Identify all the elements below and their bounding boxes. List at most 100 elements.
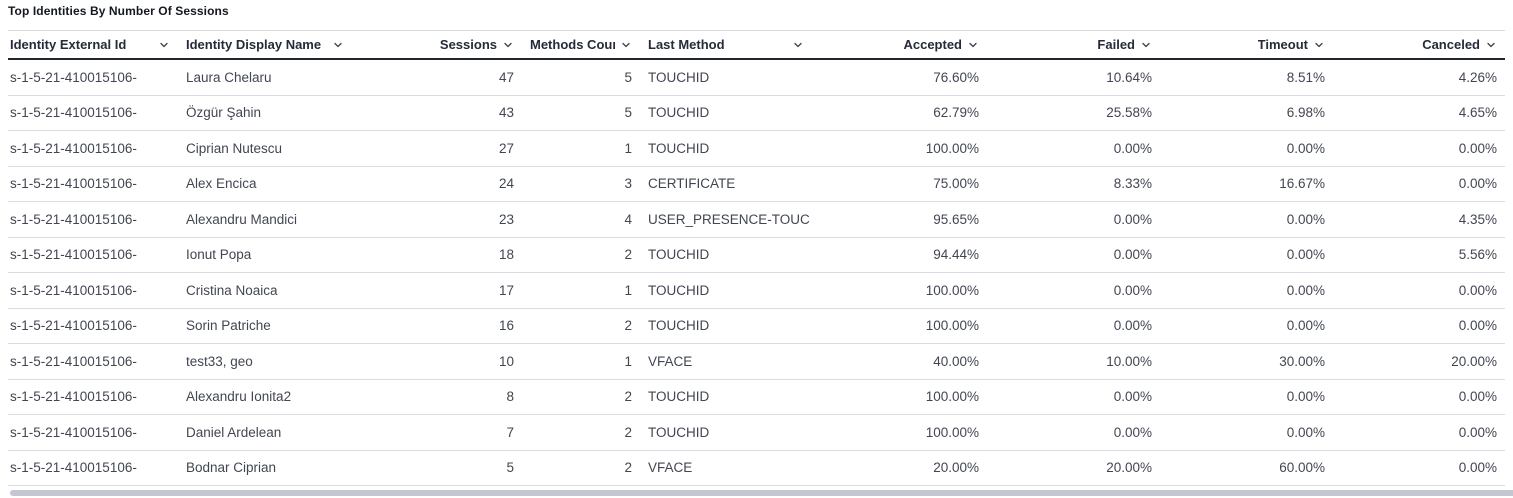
chevron-down-icon	[1140, 39, 1152, 51]
cell-canceled: 0.00%	[1333, 272, 1505, 309]
cell-identity-display-name: Laura Chelaru	[178, 59, 352, 96]
column-header-accepted[interactable]: Accepted	[812, 30, 987, 60]
chevron-down-icon	[967, 39, 979, 51]
cell-identity-display-name: Alexandru Mandici	[178, 201, 352, 238]
chevron-down-icon	[792, 39, 804, 51]
cell-methods-count: 1	[522, 272, 640, 309]
chevron-down-icon	[502, 39, 514, 51]
cell-canceled: 0.00%	[1333, 414, 1505, 451]
cell-canceled: 20.00%	[1333, 343, 1505, 380]
chevron-down-icon	[1313, 39, 1325, 51]
column-header-label: Identity Display Name	[186, 37, 322, 52]
cell-last-method: VFACE	[640, 343, 812, 380]
table-row: s-1-5-21-410015106- Cristina Noaica 17 1 TOU…	[8, 272, 1505, 309]
table-row: s-1-5-21-410015106- Alexandru Ionita2 8 2 TO…	[8, 379, 1505, 415]
cell-identity-display-name: Bodnar Ciprian	[178, 450, 352, 486]
column-header-sessions[interactable]: Sessions	[352, 30, 522, 60]
cell-identity-external-id: s-1-5-21-410015106-	[8, 379, 178, 415]
chevron-down-icon	[1485, 39, 1497, 51]
cell-sessions: 10	[352, 343, 522, 380]
cell-accepted: 95.65%	[812, 201, 987, 238]
cell-identity-display-name: Alex Encica	[178, 166, 352, 202]
column-header-last-method[interactable]: Last Method	[640, 30, 812, 60]
cell-failed: 0.00%	[987, 237, 1160, 273]
horizontal-scrollbar-thumb[interactable]	[10, 490, 1513, 496]
cell-failed: 10.64%	[987, 59, 1160, 96]
column-header-content: Methods Count	[530, 37, 632, 52]
cell-timeout: 60.00%	[1160, 450, 1333, 486]
cell-sessions: 47	[352, 59, 522, 96]
cell-accepted: 76.60%	[812, 59, 987, 96]
cell-failed: 10.00%	[987, 343, 1160, 380]
cell-identity-display-name: Ionut Popa	[178, 237, 352, 273]
cell-sessions: 16	[352, 308, 522, 344]
cell-canceled: 5.56%	[1333, 237, 1505, 273]
cell-identity-display-name: Sorin Patriche	[178, 308, 352, 344]
cell-identity-display-name: Alexandru Ionita2	[178, 379, 352, 415]
column-header-label: Accepted	[903, 37, 962, 52]
column-header-content: Failed	[995, 37, 1152, 52]
cell-last-method: TOUCHID	[640, 308, 812, 344]
cell-methods-count: 5	[522, 59, 640, 96]
cell-identity-external-id: s-1-5-21-410015106-	[8, 450, 178, 486]
cell-failed: 25.58%	[987, 95, 1160, 131]
column-header-label: Sessions	[439, 37, 497, 52]
column-header-label: Timeout	[1257, 37, 1308, 52]
cell-identity-display-name: Daniel Ardelean	[178, 414, 352, 451]
table-row: s-1-5-21-410015106- Laura Chelaru 47 5 TOUCH…	[8, 59, 1505, 96]
table-body: s-1-5-21-410015106- Laura Chelaru 47 5 TOUCH…	[8, 59, 1505, 486]
cell-methods-count: 5	[522, 95, 640, 131]
cell-accepted: 94.44%	[812, 237, 987, 273]
column-header-methods-count[interactable]: Methods Count	[522, 30, 640, 60]
cell-last-method: TOUCHID	[640, 59, 812, 96]
cell-canceled: 4.65%	[1333, 95, 1505, 131]
table-row: s-1-5-21-410015106- Özgür Şahin 43 5 TOUCHID…	[8, 95, 1505, 131]
cell-last-method: CERTIFICATE	[640, 166, 812, 202]
cell-last-method: VFACE	[640, 450, 812, 486]
column-header-content: Identity External Id	[10, 37, 170, 52]
column-header-label: Last Method	[648, 37, 725, 52]
cell-accepted: 40.00%	[812, 343, 987, 380]
cell-identity-external-id: s-1-5-21-410015106-	[8, 272, 178, 309]
widget-title: Top Identities By Number Of Sessions	[8, 4, 229, 18]
cell-sessions: 18	[352, 237, 522, 273]
cell-failed: 0.00%	[987, 308, 1160, 344]
cell-timeout: 0.00%	[1160, 237, 1333, 273]
table-header-row: Identity External Id Identity Display Nam…	[8, 30, 1505, 60]
cell-accepted: 100.00%	[812, 379, 987, 415]
cell-timeout: 30.00%	[1160, 343, 1333, 380]
cell-sessions: 43	[352, 95, 522, 131]
cell-last-method: USER_PRESENCE-TOUC	[640, 201, 812, 238]
cell-identity-display-name: Özgür Şahin	[178, 95, 352, 131]
cell-methods-count: 2	[522, 379, 640, 415]
table-row: s-1-5-21-410015106- Ciprian Nutescu 27 1 TOU…	[8, 130, 1505, 167]
column-header-identity-display-name[interactable]: Identity Display Name	[178, 30, 352, 60]
cell-accepted: 20.00%	[812, 450, 987, 486]
identities-table: Identity External Id Identity Display Nam…	[8, 30, 1505, 486]
table-row: s-1-5-21-410015106- Ionut Popa 18 2 TOUCHID 9…	[8, 237, 1505, 273]
cell-failed: 0.00%	[987, 272, 1160, 309]
cell-canceled: 4.35%	[1333, 201, 1505, 238]
cell-methods-count: 2	[522, 450, 640, 486]
cell-accepted: 62.79%	[812, 95, 987, 131]
column-header-timeout[interactable]: Timeout	[1160, 30, 1333, 60]
cell-sessions: 27	[352, 130, 522, 167]
cell-methods-count: 2	[522, 414, 640, 451]
cell-failed: 0.00%	[987, 130, 1160, 167]
cell-timeout: 6.98%	[1160, 95, 1333, 131]
cell-identity-external-id: s-1-5-21-410015106-	[8, 59, 178, 96]
cell-canceled: 0.00%	[1333, 130, 1505, 167]
chevron-down-icon	[158, 39, 170, 51]
column-header-failed[interactable]: Failed	[987, 30, 1160, 60]
column-header-canceled[interactable]: Canceled	[1333, 30, 1505, 60]
cell-identity-external-id: s-1-5-21-410015106-	[8, 308, 178, 344]
column-header-identity-external-id[interactable]: Identity External Id	[8, 30, 178, 60]
cell-accepted: 100.00%	[812, 414, 987, 451]
column-header-content: Sessions	[360, 37, 514, 52]
cell-canceled: 0.00%	[1333, 450, 1505, 486]
column-header-content: Timeout	[1168, 37, 1325, 52]
cell-sessions: 7	[352, 414, 522, 451]
column-header-content: Canceled	[1341, 37, 1497, 52]
cell-timeout: 0.00%	[1160, 201, 1333, 238]
